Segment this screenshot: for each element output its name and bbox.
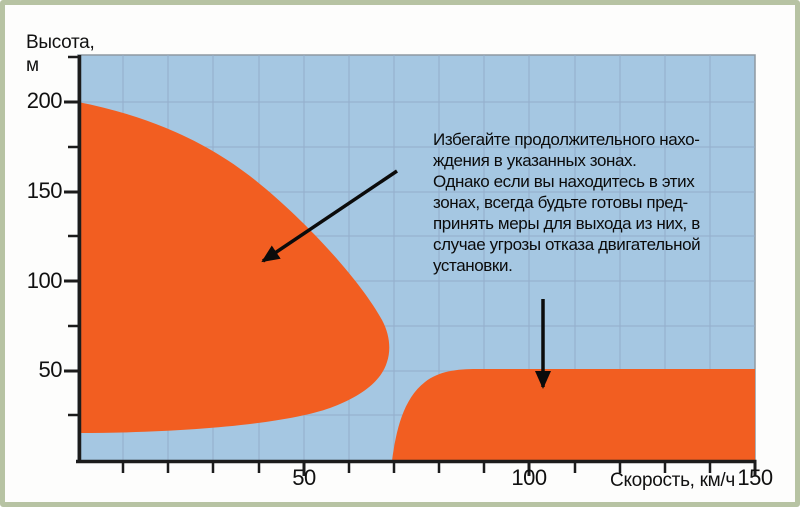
x-tick-label-100: 100 — [511, 465, 547, 490]
annotation-line: принять меры для выхода из них, в — [433, 214, 700, 233]
annotation-line: случае угрозы отказа двигательной — [433, 235, 701, 254]
x-axis-title: Скорость, км/ч — [610, 470, 735, 491]
annotation-line: Избегайте продолжительного нахо- — [433, 130, 700, 149]
arrow-to-low-speed-zone — [261, 169, 398, 263]
y-axis-title: Высота, м — [26, 31, 95, 77]
y-tick-label-150: 150 — [26, 178, 63, 203]
x-tick-label-50: 50 — [292, 465, 316, 490]
horizontal-gridlines — [78, 101, 755, 416]
avoid-zone-high-speed-low-altitude — [392, 369, 755, 461]
annotation-line: ждения в указанных зонах. — [433, 151, 637, 170]
y-axis-title-line1: Высота, — [26, 32, 95, 53]
annotation-line: Однако если вы находитесь в этих — [433, 172, 695, 191]
x-tick-label-150: 150 — [737, 465, 773, 490]
annotation-line: зонах, всегда будьте готовы пред- — [433, 193, 688, 212]
y-tick-label-100: 100 — [26, 268, 63, 293]
y-tick-label-200: 200 — [26, 88, 63, 113]
x-major-ticks — [302, 463, 757, 476]
x-minor-ticks — [121, 463, 712, 473]
y-axis-title-line2: м — [26, 55, 39, 76]
chart-canvas — [64, 54, 757, 476]
y-minor-ticks — [68, 55, 78, 417]
y-major-ticks — [64, 100, 78, 373]
avoid-zone-low-speed — [78, 102, 390, 433]
annotation-text: Избегайте продолжительного нахо- ждения … — [433, 129, 763, 276]
annotation-line: установки. — [433, 256, 513, 275]
y-tick-label-50: 50 — [38, 357, 63, 382]
